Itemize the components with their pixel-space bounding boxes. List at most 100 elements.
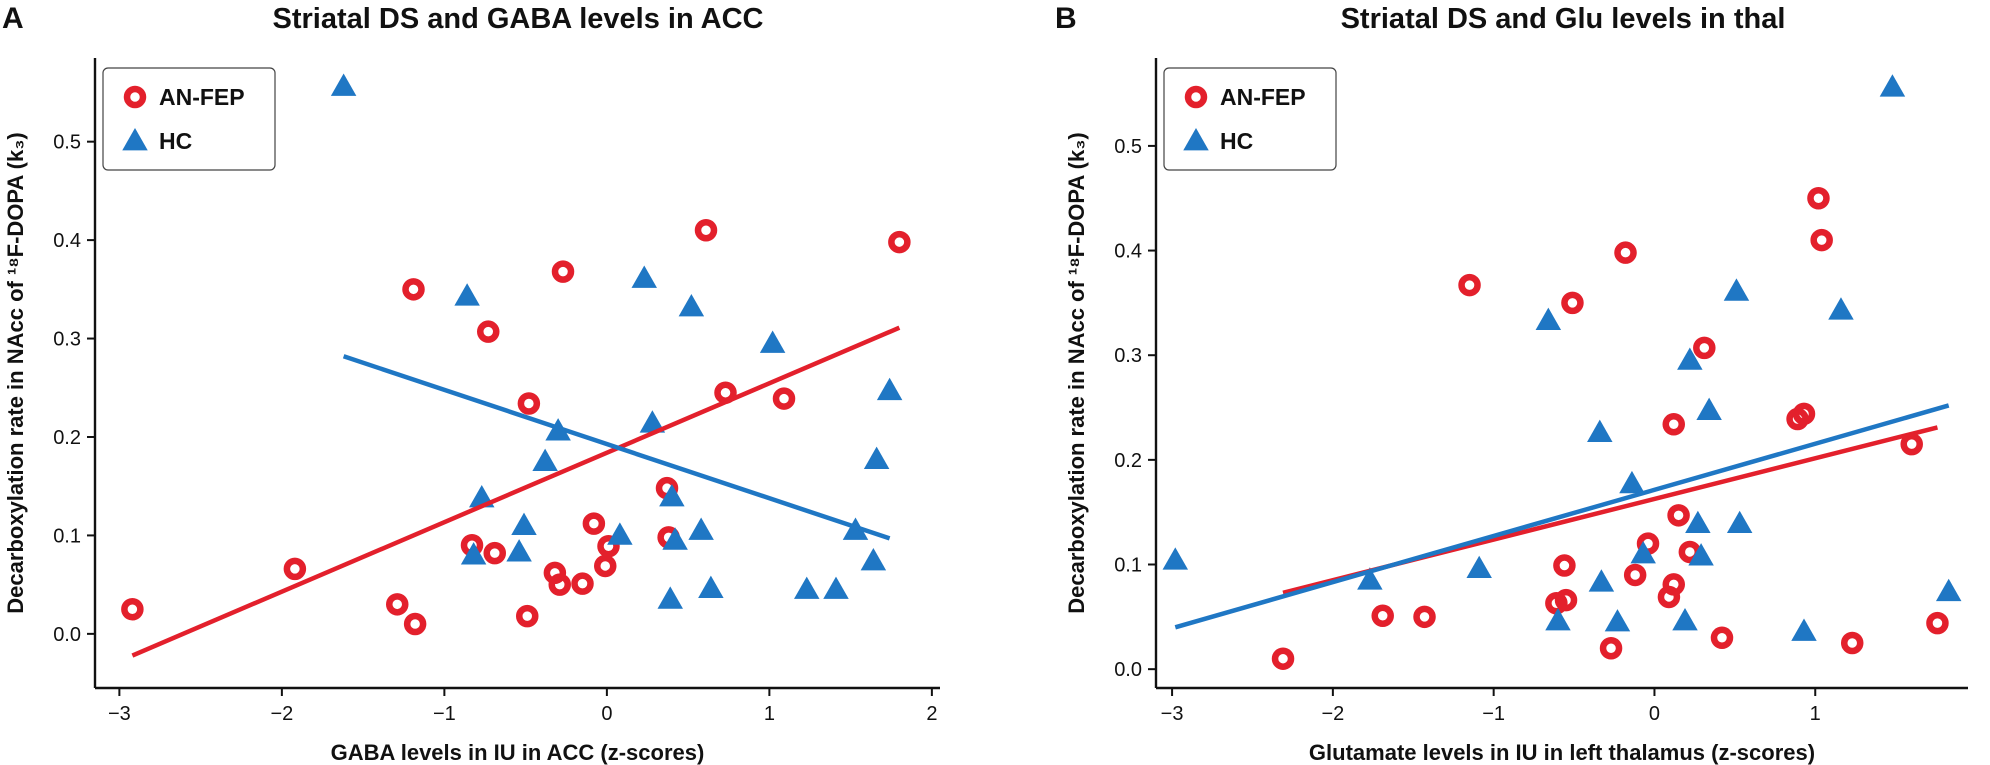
x-tick-label: −1 bbox=[433, 703, 456, 725]
data-point-triangle bbox=[506, 539, 532, 562]
legend-marker-circle bbox=[123, 85, 147, 109]
y-axis-label: Decarboxylation rate in NAcc of ¹⁸F-DOPA… bbox=[1064, 132, 1089, 613]
data-point-triangle bbox=[759, 330, 786, 353]
data-point-triangle bbox=[607, 522, 633, 545]
y-tick-label: 0.2 bbox=[1114, 450, 1142, 472]
data-point-circle bbox=[1614, 241, 1637, 264]
regression-line-an-fep bbox=[131, 325, 901, 658]
data-point-circle bbox=[888, 230, 911, 254]
data-point-triangle bbox=[1688, 543, 1714, 566]
x-tick-label: 1 bbox=[764, 703, 775, 725]
data-point-triangle bbox=[794, 576, 820, 599]
data-point-triangle bbox=[1162, 547, 1189, 570]
y-tick-label: 0.5 bbox=[53, 132, 81, 154]
data-point-circle bbox=[1807, 186, 1830, 210]
data-point-circle bbox=[1458, 273, 1481, 297]
data-point-triangle bbox=[1587, 419, 1613, 443]
data-point-circle bbox=[1792, 402, 1816, 426]
data-point-circle bbox=[1662, 413, 1686, 436]
data-point-triangle bbox=[639, 410, 666, 433]
series-hc bbox=[1162, 74, 1962, 641]
y-tick-label: 0.1 bbox=[53, 525, 81, 547]
data-point-circle bbox=[516, 604, 539, 628]
data-point-circle bbox=[1840, 631, 1864, 655]
data-point-triangle bbox=[657, 586, 683, 609]
data-point-triangle bbox=[1672, 608, 1698, 631]
x-tick-label: 2 bbox=[926, 703, 937, 725]
data-point-circle bbox=[571, 572, 594, 595]
data-point-triangle bbox=[1879, 74, 1906, 97]
data-point-triangle bbox=[659, 484, 685, 507]
data-point-circle bbox=[772, 387, 796, 410]
data-point-triangle bbox=[1685, 510, 1711, 534]
data-point-triangle bbox=[1357, 567, 1383, 590]
x-tick-label: −2 bbox=[270, 703, 293, 725]
y-tick-label: 0.2 bbox=[53, 427, 81, 449]
data-point-circle bbox=[477, 320, 500, 343]
data-point-triangle bbox=[876, 377, 903, 401]
panel-letter: A bbox=[2, 2, 24, 35]
data-point-circle bbox=[517, 392, 541, 415]
y-axis-label: Decarboxylation rate in NAcc of ¹⁸F-DOPA… bbox=[3, 132, 28, 613]
legend-marker-circle bbox=[1184, 85, 1208, 109]
data-point-circle bbox=[1667, 504, 1690, 527]
data-point-triangle bbox=[1677, 347, 1703, 370]
y-tick-label: 0.0 bbox=[1114, 659, 1142, 681]
data-point-circle bbox=[1554, 588, 1578, 612]
legend-label: HC bbox=[1220, 128, 1253, 154]
chart-title: Striatal DS and GABA levels in ACC bbox=[273, 3, 764, 35]
data-point-circle bbox=[1561, 291, 1584, 315]
legend-label: AN-FEP bbox=[159, 84, 245, 110]
chart-title: Striatal DS and Glu levels in thal bbox=[1341, 3, 1786, 35]
data-point-triangle bbox=[532, 448, 558, 471]
data-point-circle bbox=[1662, 573, 1686, 596]
data-point-triangle bbox=[1545, 608, 1571, 631]
x-axis-label: GABA levels in IU in ACC (z-scores) bbox=[331, 740, 705, 765]
data-point-triangle bbox=[330, 73, 357, 96]
data-point-triangle bbox=[678, 294, 705, 317]
y-tick-label: 0.4 bbox=[1114, 241, 1142, 263]
data-point-triangle bbox=[460, 542, 487, 565]
data-point-triangle bbox=[511, 512, 537, 535]
data-point-triangle bbox=[662, 527, 688, 550]
x-tick-label: 1 bbox=[1810, 703, 1821, 725]
data-point-circle bbox=[403, 612, 427, 636]
data-point-circle bbox=[483, 541, 506, 565]
legend-label: HC bbox=[159, 128, 192, 154]
legend-box bbox=[1163, 67, 1337, 171]
regression-line-hc bbox=[1174, 403, 1950, 630]
series-hc bbox=[330, 73, 903, 609]
data-point-circle bbox=[1553, 554, 1576, 577]
y-tick-label: 0.1 bbox=[1114, 555, 1142, 577]
data-point-circle bbox=[1926, 611, 1949, 635]
x-tick-label: −2 bbox=[1321, 703, 1344, 725]
data-point-circle bbox=[1810, 228, 1833, 252]
data-point-circle bbox=[402, 278, 425, 301]
data-point-triangle bbox=[1466, 555, 1492, 579]
data-point-triangle bbox=[631, 265, 657, 288]
data-point-triangle bbox=[863, 446, 890, 469]
y-tick-label: 0.4 bbox=[53, 230, 81, 252]
data-point-triangle bbox=[1630, 541, 1656, 564]
data-point-circle bbox=[694, 219, 718, 242]
series-an-fep bbox=[1271, 186, 1949, 670]
data-point-triangle bbox=[1935, 578, 1962, 602]
data-point-circle bbox=[1371, 604, 1394, 628]
x-tick-label: 0 bbox=[1649, 703, 1660, 725]
x-axis-label: Glutamate levels in IU in left thalamus … bbox=[1309, 740, 1815, 765]
data-point-circle bbox=[1623, 563, 1647, 587]
data-point-circle bbox=[594, 554, 617, 578]
legend-marker-triangle bbox=[1183, 128, 1209, 151]
x-tick-label: −3 bbox=[1161, 703, 1184, 725]
legend: AN-FEP HC bbox=[1163, 67, 1337, 171]
data-point-circle bbox=[1413, 605, 1436, 629]
y-tick-label: 0.3 bbox=[53, 329, 81, 351]
data-point-triangle bbox=[1828, 297, 1854, 320]
data-point-triangle bbox=[1723, 278, 1750, 301]
y-tick-label: 0.0 bbox=[53, 624, 81, 646]
data-point-triangle bbox=[1535, 307, 1562, 331]
data-point-triangle bbox=[860, 548, 887, 571]
y-tick-label: 0.5 bbox=[1114, 136, 1142, 158]
legend-marker-triangle bbox=[122, 128, 148, 151]
data-point-circle bbox=[1900, 432, 1923, 456]
